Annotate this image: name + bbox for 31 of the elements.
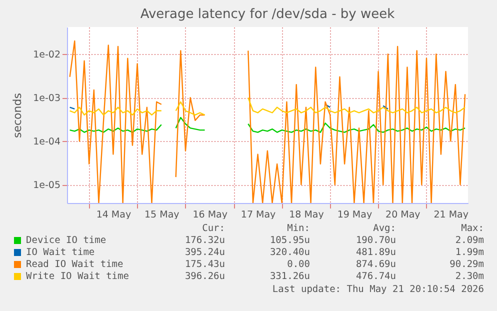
- text: 105.95u: [270, 235, 310, 246]
- text: 2.30m: [455, 271, 484, 282]
- legend-label: IO Wait time: [26, 247, 95, 258]
- text: 2.09m: [455, 235, 484, 246]
- y-tick-label: 1e-05: [33, 180, 60, 192]
- y-tick-label: 1e-03: [33, 93, 60, 104]
- text: 395.24u: [184, 247, 225, 258]
- text: Max:: [461, 223, 484, 234]
- text: Cur:: [202, 223, 225, 234]
- text: 476.74u: [356, 271, 396, 282]
- text: 175.43u: [184, 259, 225, 270]
- text: Min:: [287, 223, 310, 234]
- text: 90.29m: [450, 259, 484, 270]
- text: 481.89u: [356, 247, 396, 258]
- text: 0.00: [287, 259, 310, 270]
- chart-title: Average latency for /dev/sda - by week: [140, 7, 396, 22]
- y-tick-label: 1e-04: [33, 136, 60, 148]
- legend-label: Read IO Wait time: [26, 259, 124, 270]
- text: Last update: Thu May 21 20:10:54 2026: [272, 284, 484, 295]
- legend-label: Write IO Wait time: [26, 271, 129, 282]
- text: 1.99m: [455, 247, 484, 258]
- y-tick-label: 1e-02: [33, 50, 60, 61]
- y-axis-title: seconds: [11, 92, 24, 138]
- legend-label: Device IO time: [26, 235, 106, 246]
- text: 874.69u: [356, 259, 396, 270]
- text: Avg:: [373, 223, 396, 234]
- text: 190.70u: [356, 235, 396, 246]
- text: 320.40u: [270, 247, 310, 258]
- text: 331.26u: [270, 271, 310, 282]
- text: 176.32u: [184, 235, 225, 246]
- text: 396.26u: [184, 271, 225, 282]
